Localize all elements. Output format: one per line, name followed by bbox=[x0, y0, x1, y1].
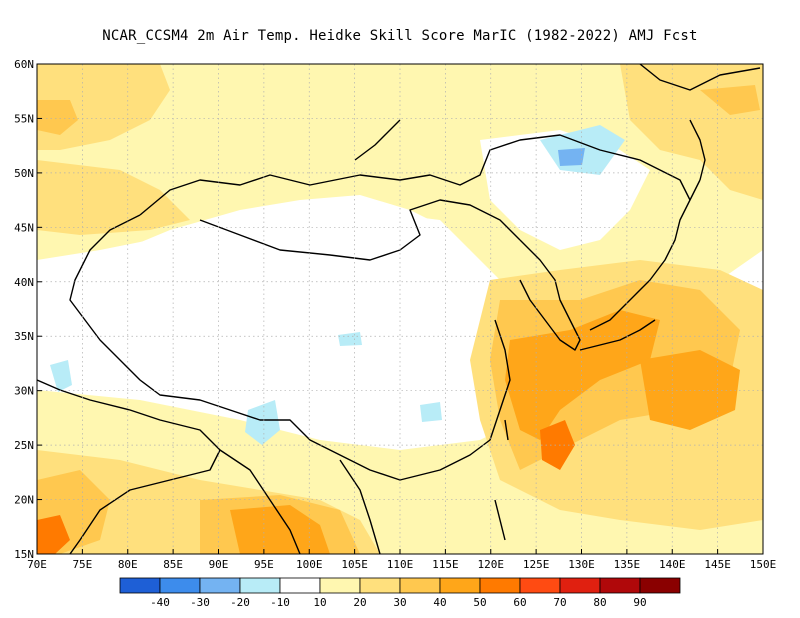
skill-shading bbox=[37, 64, 763, 554]
lat-tick-label: 15N bbox=[14, 548, 34, 561]
coast-taiwan bbox=[504, 419, 509, 441]
coast-sakhalin bbox=[689, 119, 706, 181]
coast-indochina bbox=[219, 449, 301, 554]
colorbar-swatch bbox=[279, 577, 321, 594]
lon-tick-label: 80E bbox=[118, 558, 138, 571]
lon-tick-label: 120E bbox=[478, 558, 505, 571]
lat-tick-label: 55N bbox=[14, 112, 34, 125]
lat-tick-label: 20N bbox=[14, 494, 34, 507]
colorbar-label: 40 bbox=[433, 596, 446, 609]
lon-tick-label: 70E bbox=[27, 558, 47, 571]
colorbar-swatch bbox=[639, 577, 681, 594]
shade-60-india bbox=[37, 515, 70, 554]
colorbar-label: -10 bbox=[270, 596, 290, 609]
colorbar-label: 60 bbox=[513, 596, 526, 609]
shade-50-east bbox=[505, 310, 660, 440]
shade-40-northeast bbox=[700, 85, 760, 115]
coast-korea bbox=[519, 239, 581, 351]
colorbar-swatch bbox=[559, 577, 601, 594]
border-mongolia bbox=[199, 199, 521, 261]
colorbar-label: 90 bbox=[633, 596, 646, 609]
shade-neg10-south bbox=[420, 402, 442, 422]
colorbar-label: 50 bbox=[473, 596, 486, 609]
lon-axis: 70E 75E 80E 85E 90E 95E 100E 105E 110E 115E 120E 12… bbox=[27, 549, 776, 571]
border-north bbox=[139, 134, 691, 216]
lat-tick-label: 40N bbox=[14, 276, 34, 289]
colorbar-label: 30 bbox=[393, 596, 406, 609]
lon-tick-label: 105E bbox=[341, 558, 368, 571]
colorbar-swatch bbox=[599, 577, 641, 594]
lat-tick-label: 30N bbox=[14, 385, 34, 398]
coast-kamchatka bbox=[639, 64, 761, 91]
lon-tick-label: 150E bbox=[750, 558, 777, 571]
lon-tick-label: 95E bbox=[254, 558, 274, 571]
lat-tick-label: 60N bbox=[14, 58, 34, 71]
shade-60-core bbox=[540, 420, 575, 470]
lake-baikal bbox=[354, 119, 401, 161]
shade-50-southeast bbox=[640, 350, 740, 430]
lat-lon-grid bbox=[37, 64, 763, 554]
lon-tick-label: 125E bbox=[523, 558, 550, 571]
colorbar-swatch bbox=[359, 577, 401, 594]
lon-tick-label: 140E bbox=[659, 558, 686, 571]
colorbar-label: 20 bbox=[353, 596, 366, 609]
shade-neg20-manchuria bbox=[558, 148, 585, 166]
shade-neg10-tibet bbox=[245, 400, 280, 445]
coast-japan-south bbox=[579, 319, 656, 351]
lon-tick-label: 100E bbox=[296, 558, 323, 571]
colorbar-label: -20 bbox=[230, 596, 250, 609]
lon-tick-label: 110E bbox=[387, 558, 414, 571]
shade-30-north bbox=[37, 64, 170, 150]
colorbar-swatch bbox=[319, 577, 361, 594]
shade-neg10-china bbox=[338, 332, 362, 346]
colorbar-swatch bbox=[239, 577, 281, 594]
colorbar-swatch bbox=[119, 577, 161, 594]
colorbar-swatch bbox=[479, 577, 521, 594]
shade-40-northwest bbox=[37, 100, 78, 135]
lat-tick-label: 35N bbox=[14, 330, 34, 343]
shade-40-east bbox=[490, 280, 740, 470]
colorbar-swatch bbox=[199, 577, 241, 594]
coast-philippines bbox=[494, 499, 506, 541]
colorbar-swatch bbox=[399, 577, 441, 594]
lon-tick-label: 85E bbox=[163, 558, 183, 571]
lon-tick-label: 75E bbox=[72, 558, 92, 571]
lon-tick-label: 130E bbox=[568, 558, 595, 571]
shade-50-indochina bbox=[230, 505, 330, 554]
map-title: NCAR_CCSM4 2m Air Temp. Heidke Skill Sco… bbox=[102, 28, 698, 44]
lon-tick-label: 145E bbox=[704, 558, 731, 571]
colorbar-label: -40 bbox=[150, 596, 170, 609]
lon-tick-label: 115E bbox=[432, 558, 459, 571]
colorbar-swatch bbox=[519, 577, 561, 594]
colorbar-label: 10 bbox=[313, 596, 326, 609]
coastline-icon bbox=[37, 64, 761, 554]
shade-30-northwest bbox=[37, 160, 190, 235]
colorbar-label: 70 bbox=[553, 596, 566, 609]
colorbar-label: -30 bbox=[190, 596, 210, 609]
colorbar-swatch bbox=[159, 577, 201, 594]
border-west-china bbox=[69, 214, 511, 481]
coast-japan bbox=[589, 179, 701, 331]
shade-neg10-west bbox=[50, 360, 72, 392]
shade-white-interior bbox=[110, 195, 470, 410]
colorbar: -40 -30 -20 -10 10 20 30 40 50 60 70 80 90 bbox=[119, 577, 681, 609]
coast-vietnam bbox=[339, 459, 381, 554]
colorbar-swatch bbox=[439, 577, 481, 594]
lon-tick-label: 90E bbox=[209, 558, 229, 571]
colorbar-label: 80 bbox=[593, 596, 606, 609]
lon-tick-label: 135E bbox=[614, 558, 641, 571]
lat-tick-label: 25N bbox=[14, 439, 34, 452]
lat-tick-label: 45N bbox=[14, 221, 34, 234]
lat-axis: 15N 20N 25N 30N 35N 40N 45N 50N 55N 60N bbox=[14, 58, 42, 561]
lat-tick-label: 50N bbox=[14, 167, 34, 180]
